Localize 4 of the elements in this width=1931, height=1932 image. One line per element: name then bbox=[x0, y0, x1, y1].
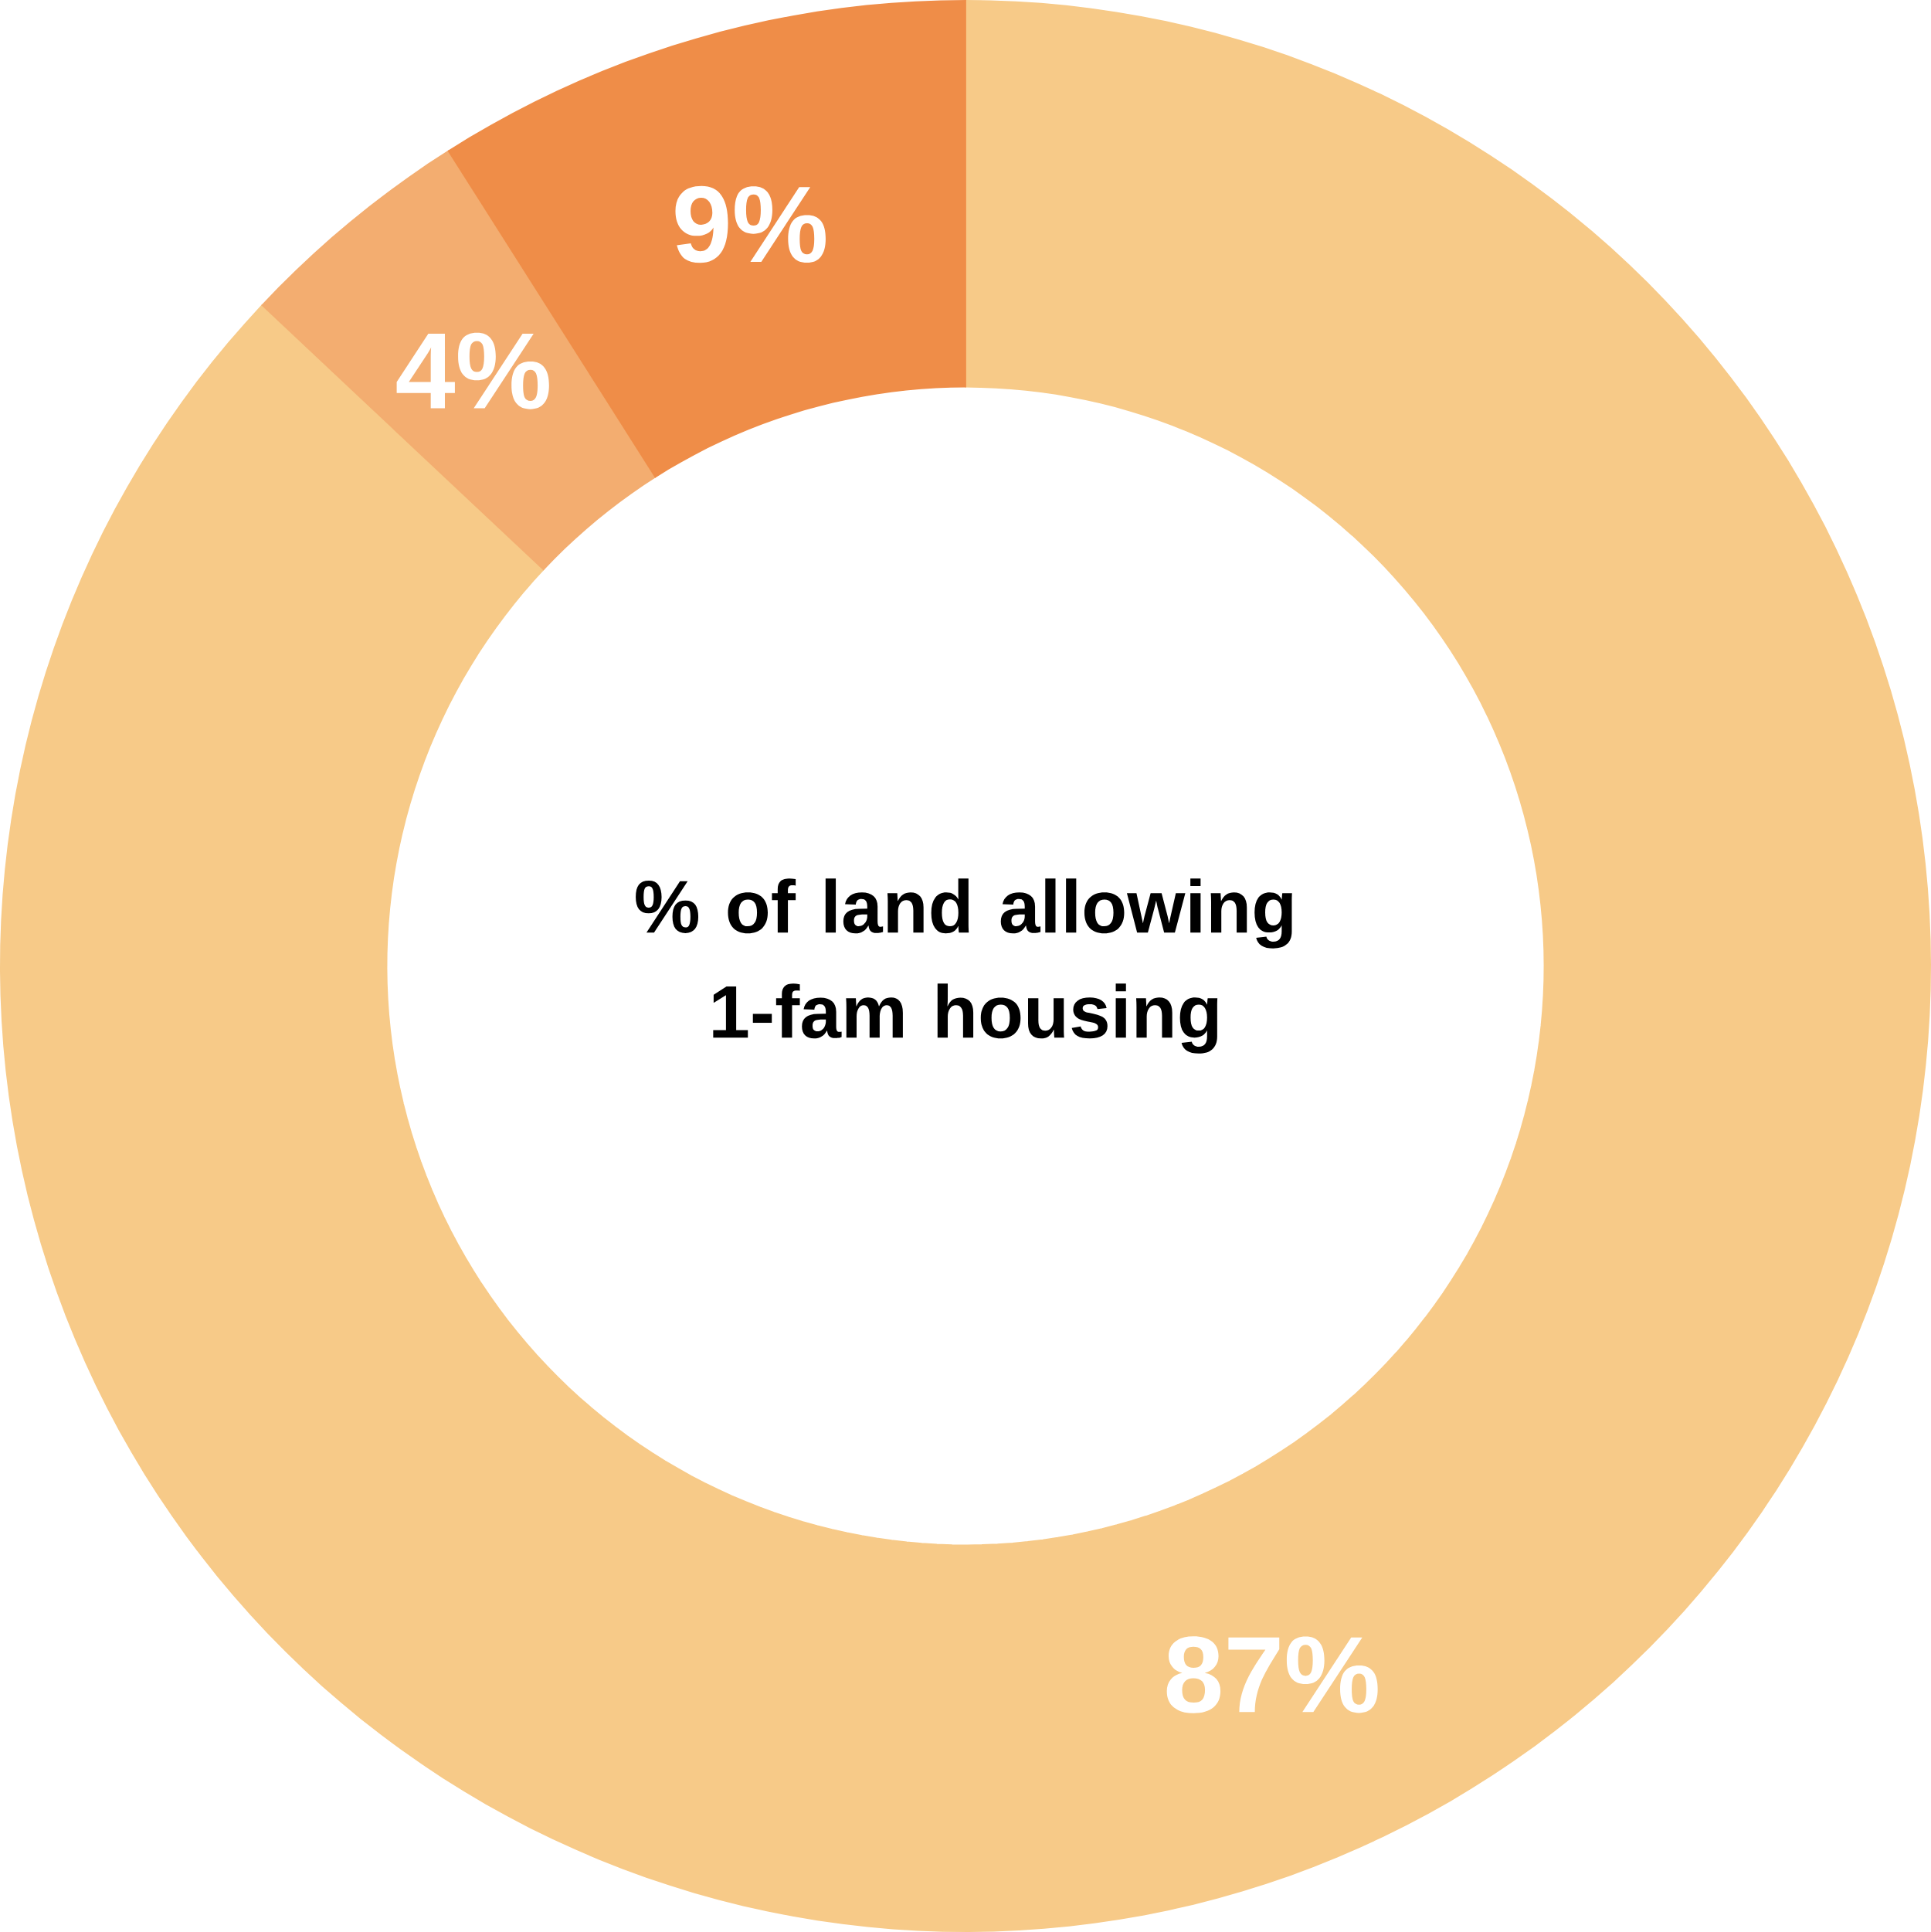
data-label: 9% bbox=[675, 185, 826, 263]
data-label: 87% bbox=[1166, 1636, 1378, 1713]
data-label: 4% bbox=[396, 332, 549, 409]
text: % of land allowing 1-fam housing bbox=[636, 878, 1292, 1054]
